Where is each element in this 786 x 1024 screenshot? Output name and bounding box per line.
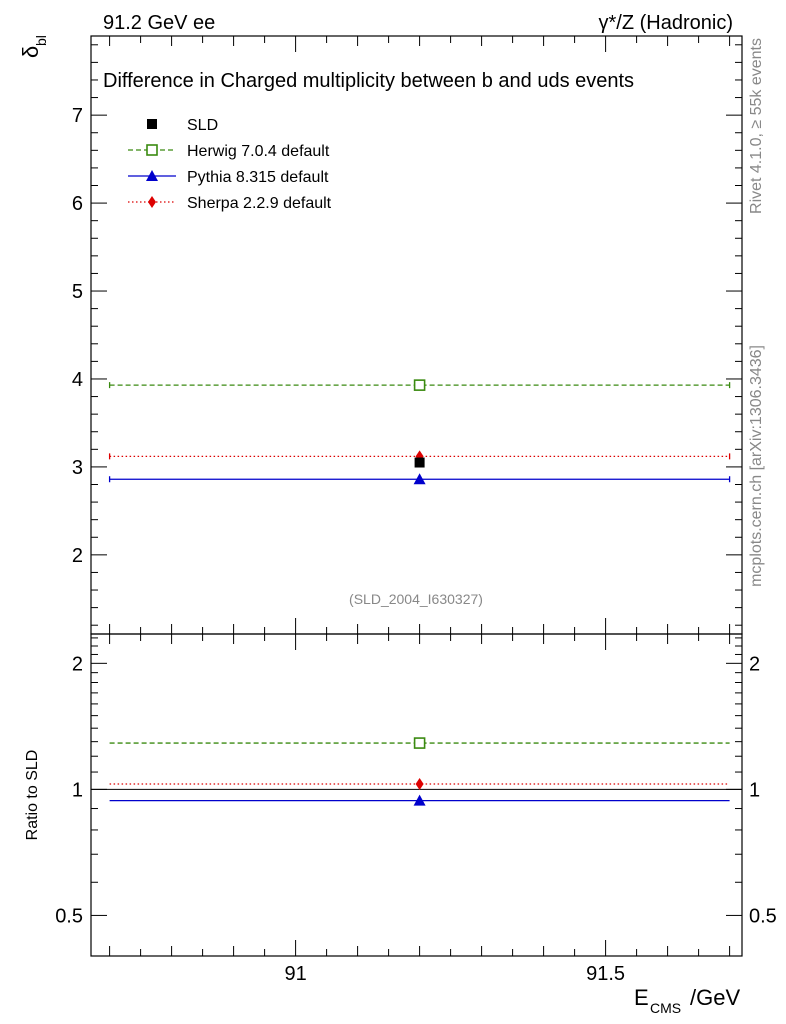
header-left: 91.2 GeV ee <box>103 12 215 34</box>
ratio-point-sherpa <box>415 777 424 790</box>
ratio-tick-label-left: 2 <box>72 653 83 675</box>
legend: SLD Herwig 7.0.4 default Pythia 8.315 defa… <box>128 117 332 212</box>
analysis-watermark: (SLD_2004_I630327) <box>349 591 483 607</box>
legend-label-herwig: Herwig 7.0.4 default <box>187 143 330 160</box>
legend-marker-sherpa <box>148 196 156 208</box>
main-ticks: 2 3 4 5 6 7 <box>72 36 742 634</box>
legend-marker-sld <box>147 119 157 129</box>
ratio-series <box>109 737 730 806</box>
x-tick-label: 91.5 <box>586 963 625 985</box>
ratio-tick-label-right: 2 <box>749 653 760 675</box>
ratio-tick-label-right: 1 <box>749 779 760 801</box>
svg-text:CMS: CMS <box>650 1000 681 1016</box>
y-axis-label: δ bl <box>18 35 49 58</box>
svg-text:/GeV: /GeV <box>690 985 740 1010</box>
legend-label-sherpa: Sherpa 2.2.9 default <box>187 195 332 212</box>
header-right: γ*/Z (Hadronic) <box>599 12 733 34</box>
legend-label-sld: SLD <box>187 117 218 134</box>
ratio-tick-label-left: 0.5 <box>55 905 83 927</box>
ratio-y-axis-label: Ratio to SLD <box>24 750 41 841</box>
x-axis-label: E CMS /GeV <box>634 985 740 1016</box>
legend-label-pythia: Pythia 8.315 default <box>187 169 329 186</box>
svg-text:E: E <box>634 985 649 1010</box>
ratio-ticks: 91 91.5 0.5 0.5 1 1 2 2 <box>55 634 777 985</box>
ratio-tick-label-right: 0.5 <box>749 905 777 927</box>
svg-text:δ: δ <box>18 46 43 58</box>
y-tick-label: 2 <box>72 545 83 567</box>
data-point-herwig <box>413 379 426 391</box>
main-series <box>108 379 731 485</box>
svg-text:bl: bl <box>33 35 49 46</box>
ratio-tick-label-left: 1 <box>72 779 83 801</box>
mcplots-label: mcplots.cern.ch [arXiv:1306.3436] <box>748 345 765 587</box>
y-tick-label: 7 <box>72 105 83 127</box>
ratio-point-herwig <box>413 737 426 749</box>
rivet-label: Rivet 4.1.0, ≥ 55k events <box>748 38 765 214</box>
legend-marker-pythia <box>146 170 158 181</box>
ratio-panel-frame <box>90 633 743 957</box>
x-tick-label: 91 <box>284 963 306 985</box>
data-point-pythia <box>413 473 426 485</box>
y-tick-label: 6 <box>72 193 83 215</box>
y-tick-label: 5 <box>72 281 83 303</box>
y-tick-label: 3 <box>72 457 83 479</box>
y-tick-label: 4 <box>72 369 83 391</box>
chart-title: Difference in Charged multiplicity betwe… <box>103 70 634 92</box>
data-point-sld <box>414 457 425 468</box>
ratio-point-pythia <box>413 794 426 806</box>
legend-marker-herwig <box>146 144 158 156</box>
